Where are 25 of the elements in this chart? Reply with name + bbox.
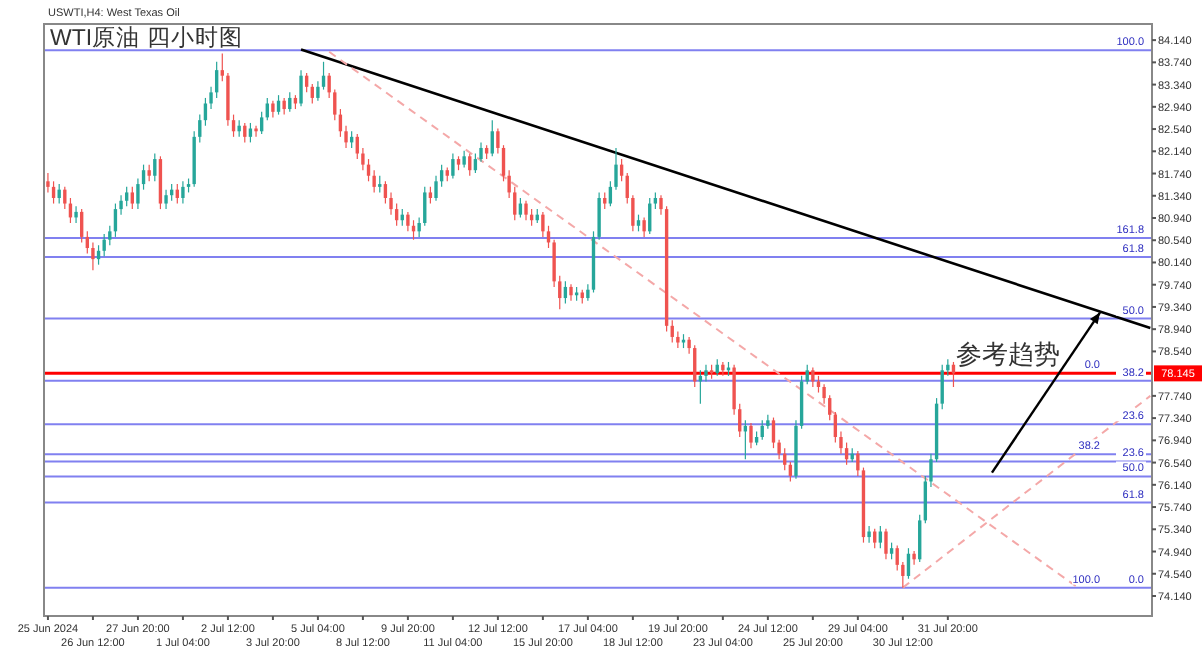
chart-title: WTI原油 四小时图 — [50, 25, 243, 51]
candlestick — [912, 550, 916, 566]
candlestick — [867, 525, 871, 544]
candlestick — [642, 216, 646, 238]
candlestick — [451, 152, 455, 180]
candlestick — [181, 180, 185, 205]
candlestick — [158, 155, 163, 210]
candlestick — [153, 152, 157, 182]
candlestick — [721, 361, 725, 377]
candlestick — [74, 205, 78, 224]
annotation: 参考趋势 — [955, 338, 1060, 369]
candlestick — [102, 233, 106, 257]
candlestick — [164, 189, 168, 210]
candlestick — [130, 186, 134, 210]
candlestick — [299, 69, 303, 107]
candlestick — [940, 364, 944, 410]
candlestick — [569, 283, 573, 302]
candlestick — [490, 119, 494, 157]
candlestick — [749, 422, 753, 449]
candlestick — [524, 200, 528, 221]
candlestick — [57, 183, 61, 205]
candlestick — [124, 186, 129, 207]
candlestick — [884, 528, 888, 560]
candlestick — [406, 211, 410, 232]
candlestick — [811, 366, 815, 388]
